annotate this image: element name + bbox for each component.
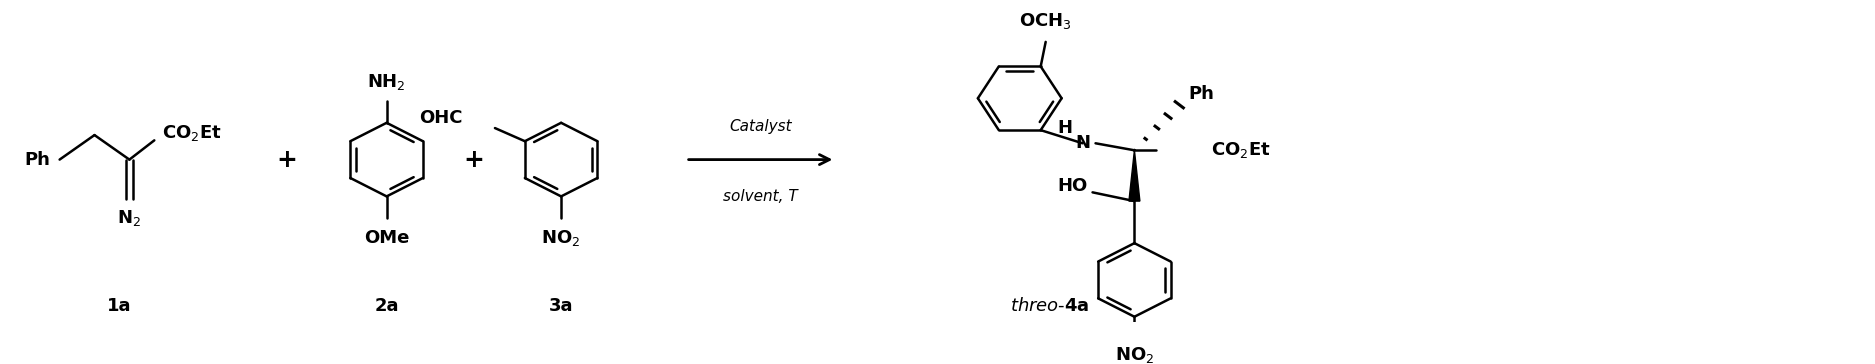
Text: +: + (463, 147, 484, 171)
Text: 2a: 2a (375, 297, 399, 315)
Text: 3a: 3a (549, 297, 574, 315)
Text: NO$_2$: NO$_2$ (1116, 345, 1153, 364)
Text: NH$_2$: NH$_2$ (368, 72, 405, 92)
Text: Catalyst: Catalyst (729, 119, 791, 134)
Text: CO$_2$Et: CO$_2$Et (1211, 140, 1271, 160)
Text: N$_2$: N$_2$ (118, 208, 141, 228)
Text: solvent, T: solvent, T (724, 189, 799, 204)
Text: OHC: OHC (420, 108, 463, 127)
Text: OMe: OMe (364, 229, 409, 246)
Text: OCH$_3$: OCH$_3$ (1020, 11, 1072, 31)
Text: NO$_2$: NO$_2$ (542, 228, 581, 248)
Text: HO: HO (1058, 177, 1088, 195)
Text: N: N (1074, 134, 1089, 152)
Text: +: + (276, 147, 298, 171)
Text: Ph: Ph (24, 151, 51, 169)
Text: H: H (1058, 119, 1072, 136)
Text: Ph: Ph (1189, 85, 1215, 103)
Polygon shape (1129, 150, 1140, 201)
Text: 1a: 1a (107, 297, 131, 315)
Text: $\it{threo}$-$\bf{4a}$: $\it{threo}$-$\bf{4a}$ (1011, 297, 1089, 315)
Text: CO$_2$Et: CO$_2$Et (163, 123, 221, 143)
